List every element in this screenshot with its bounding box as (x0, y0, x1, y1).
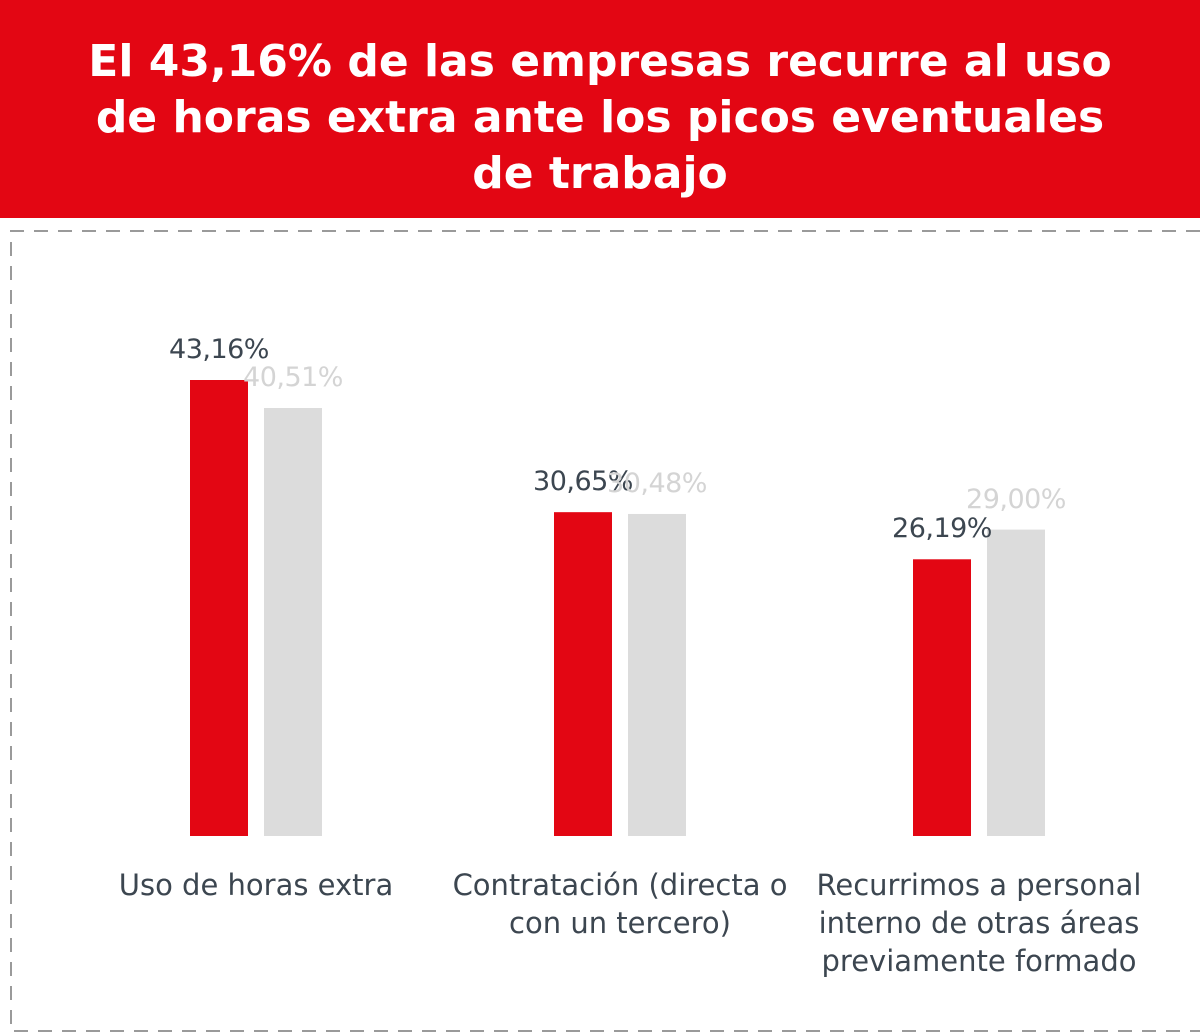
bar (554, 512, 612, 836)
data-label: 29,00% (966, 483, 1066, 515)
data-label: 40,51% (243, 361, 343, 393)
data-label: 30,65% (533, 466, 633, 498)
bar (628, 513, 686, 836)
x-tick-label: Recurrimos a personal interno de otras á… (816, 868, 1142, 978)
bar (987, 529, 1045, 836)
data-label: 30,48% (607, 467, 707, 499)
bar (264, 407, 322, 836)
x-tick-label: Uso de horas extra (118, 868, 394, 902)
bar (913, 559, 971, 836)
dashed-frame (10, 230, 1200, 1032)
header-banner: El 43,16% de las empresas recurre al uso… (0, 0, 1200, 218)
data-label: 43,16% (169, 334, 269, 365)
data-label: 26,19% (892, 513, 992, 545)
chart-title: El 43,16% de las empresas recurre al uso… (88, 36, 1112, 199)
x-tick-label: Contratación (directa o con un tercero) (452, 868, 788, 940)
bar (190, 380, 248, 836)
